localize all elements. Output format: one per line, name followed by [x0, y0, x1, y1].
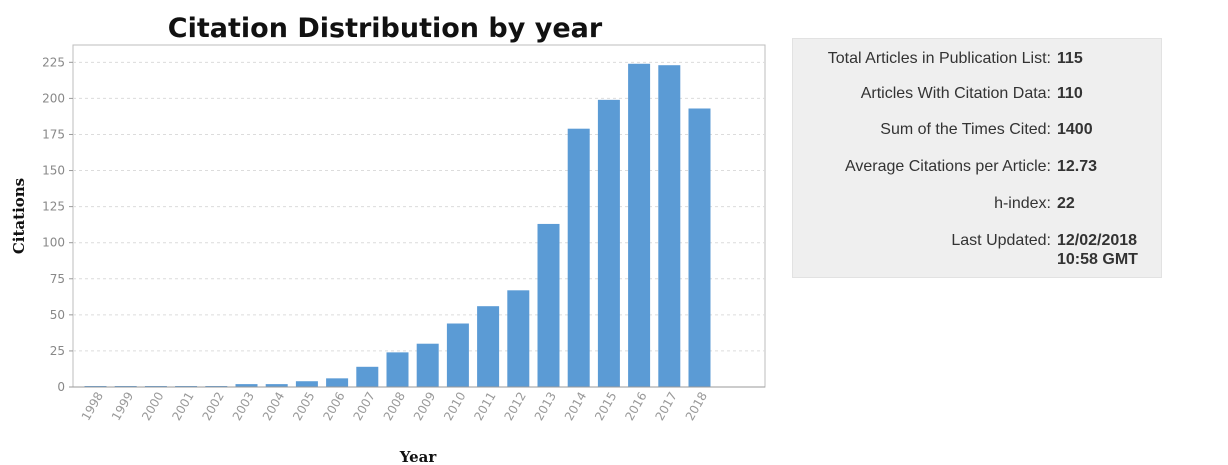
y-tick-labels: 0 25 50 75 100 125 150 175 200 225 [42, 55, 73, 394]
bar-2015 [597, 99, 620, 387]
x-tick-label: 2003 [230, 390, 257, 423]
bar-2018 [688, 108, 711, 388]
stat-value: 22 [1057, 195, 1075, 212]
bar-2010 [446, 323, 469, 387]
x-tick-label: 2014 [562, 390, 589, 423]
y-tick-label: 50 [50, 308, 65, 322]
bar-2007 [356, 366, 379, 387]
bar-2016 [628, 63, 651, 388]
x-tick-label: 2001 [169, 390, 196, 423]
x-tick-label: 2011 [471, 390, 498, 423]
y-tick-label: 75 [50, 272, 65, 286]
x-tick-label: 2007 [351, 390, 378, 423]
x-tick-label: 2012 [502, 390, 529, 423]
x-tick-label: 2008 [381, 390, 408, 423]
x-tick-label: 1999 [109, 390, 136, 423]
x-tick-label: 2013 [532, 390, 559, 423]
x-tick-label: 2009 [411, 390, 438, 423]
bar-2014 [567, 128, 590, 387]
y-tick-label: 175 [42, 127, 65, 141]
stat-value: 1400 [1057, 121, 1093, 138]
x-tick-label: 2005 [290, 390, 317, 423]
stat-value: 12.73 [1057, 158, 1098, 175]
x-tick-label: 2010 [441, 390, 468, 423]
citation-chart: Citation Distribution by year 0 25 50 75 100… [10, 13, 766, 465]
x-tick-label: 2018 [683, 390, 710, 423]
y-tick-label: 25 [50, 344, 65, 358]
bar-2005 [295, 381, 318, 387]
bar-2017 [658, 65, 681, 388]
y-tick-label: 0 [57, 380, 65, 394]
y-tick-label: 100 [42, 236, 65, 250]
y-axis-title: Citations [10, 178, 28, 254]
x-tick-label: 2006 [320, 390, 347, 423]
bar-2008 [386, 352, 409, 387]
x-tick-label: 2004 [260, 390, 287, 423]
stat-label: Average Citations per Article: [844, 158, 1051, 175]
x-tick-label: 2015 [592, 390, 619, 423]
stat-value: 110 [1057, 85, 1083, 102]
x-tick-label: 2016 [622, 390, 649, 423]
stat-value: 12/02/2018 10:58 GMT [1057, 232, 1138, 268]
bar-2011 [477, 306, 500, 387]
y-tick-label: 150 [42, 164, 65, 178]
x-axis-title: Year [399, 448, 438, 465]
y-tick-label: 225 [42, 55, 65, 69]
x-tick-label: 2000 [139, 390, 166, 423]
stat-label: Last Updated: [951, 232, 1051, 249]
bar-2006 [326, 378, 349, 387]
citation-stats-panel: Total Articles in Publication List: 115 … [792, 38, 1162, 278]
stat-value: 115 [1057, 50, 1083, 67]
x-tick-label: 1998 [79, 390, 106, 423]
stat-label: Articles With Citation Data: [860, 85, 1051, 102]
stat-label: Total Articles in Publication List: [827, 50, 1051, 67]
bar-2012 [507, 290, 530, 387]
bar-2009 [416, 343, 439, 387]
stat-label: h-index: [994, 195, 1051, 212]
bar-2013 [537, 223, 560, 387]
chart-title: Citation Distribution by year [168, 13, 603, 44]
bar-2003 [235, 384, 258, 387]
bar-2004 [265, 384, 288, 387]
bars [84, 63, 711, 388]
stat-label: Sum of the Times Cited: [880, 121, 1051, 138]
y-tick-label: 125 [42, 200, 65, 214]
y-tick-label: 200 [42, 91, 65, 105]
x-tick-labels: 1998 1999 2000 2001 2002 2003 2004 2005 2006 2007… [79, 390, 710, 423]
x-tick-label: 2017 [653, 390, 680, 423]
x-tick-label: 2002 [200, 390, 227, 423]
chart-svg: Citation Distribution by year 0 25 50 75 100… [10, 13, 766, 465]
